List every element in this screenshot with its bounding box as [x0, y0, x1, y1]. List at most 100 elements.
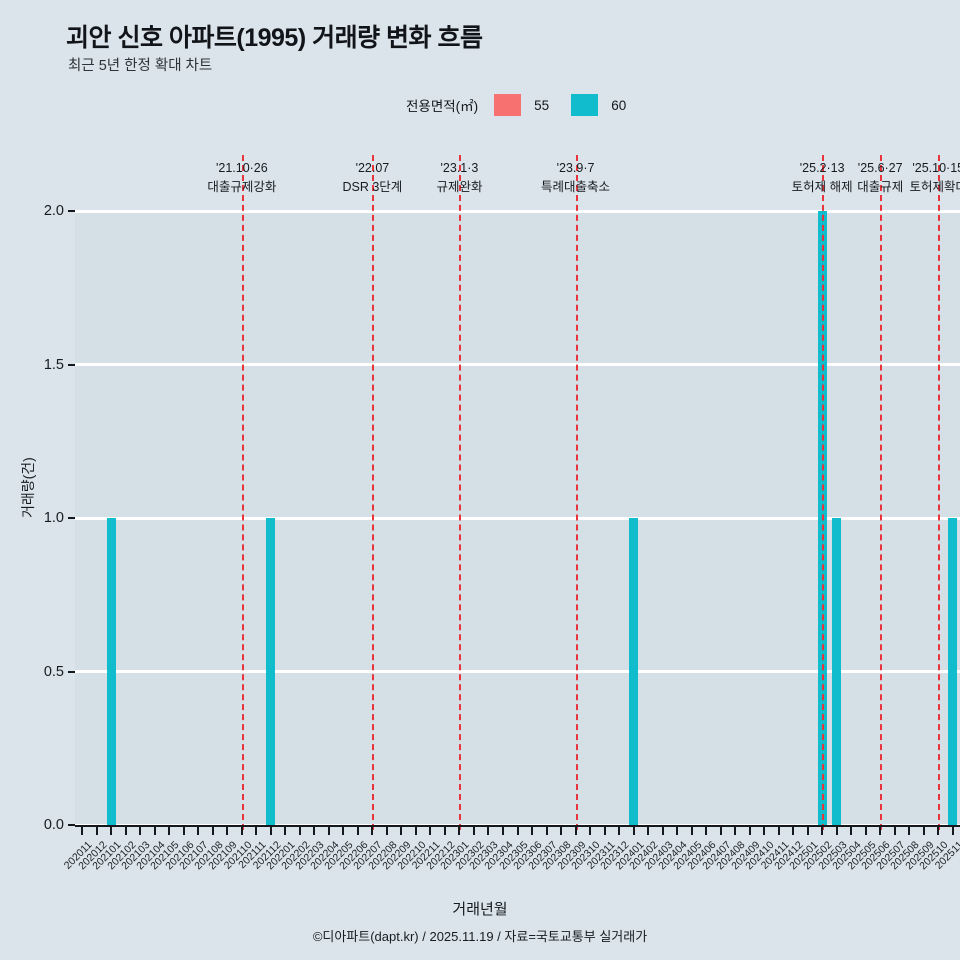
bar[interactable]: [106, 518, 116, 825]
x-tick-mark: [81, 827, 84, 835]
x-tick-mark: [632, 827, 635, 835]
x-tick-mark: [95, 827, 98, 835]
x-tick-mark: [531, 827, 533, 835]
footer-credit: ©디아파트(dapt.kr) / 2025.11.19 / 자료=국토교통부 실…: [312, 929, 648, 944]
y-tick-mark: [68, 363, 75, 366]
event-marker-label: '23.1·3 규제완화: [436, 159, 482, 198]
x-tick-mark: [560, 827, 563, 835]
event-marker-line: [459, 155, 462, 830]
x-tick-mark: [400, 827, 403, 835]
x-tick-mark: [792, 827, 795, 835]
event-date: '21.10·26: [215, 161, 268, 175]
x-tick-mark: [850, 827, 853, 835]
x-tick-mark: [429, 827, 432, 835]
x-tick-mark: [168, 827, 171, 835]
event-name: DSR 3단계: [342, 180, 403, 195]
event-marker-line: [372, 155, 375, 830]
x-tick-mark: [124, 827, 127, 835]
y-tick-mark: [68, 670, 75, 673]
event-marker-label: '25.6·27 대출규제: [857, 159, 903, 198]
event-name: 대출규제강화: [207, 180, 277, 195]
event-date: '25.6·27: [857, 161, 903, 175]
event-marker-line: [575, 155, 578, 830]
x-tick-mark: [922, 827, 925, 835]
gridline: [75, 516, 960, 520]
x-tick-mark: [937, 827, 940, 835]
event-marker-label: '21.10·26 대출규제강화: [207, 159, 276, 198]
event-date: '22.07: [355, 161, 390, 175]
x-tick-mark: [356, 827, 359, 835]
x-tick-mark: [618, 827, 621, 835]
x-tick-mark: [719, 827, 722, 835]
x-tick-mark: [414, 827, 417, 835]
x-tick-mark: [182, 827, 185, 835]
x-tick-mark: [197, 827, 200, 835]
event-marker-line: [241, 155, 244, 830]
bar[interactable]: [266, 518, 276, 825]
x-tick-mark: [821, 827, 824, 835]
y-tick-label: 1.5: [43, 356, 64, 373]
y-tick-label: 0.0: [43, 817, 64, 833]
x-tick-mark: [385, 827, 388, 835]
x-tick-mark: [835, 827, 838, 835]
bar[interactable]: [629, 518, 639, 825]
event-marker-line: [938, 155, 941, 830]
x-tick-mark: [284, 827, 287, 835]
x-tick-mark: [864, 827, 867, 835]
gridline: [75, 670, 960, 673]
page-title: 괴안 신호 아파트(1995) 거래량 변화 흐름: [66, 24, 483, 52]
x-tick-mark: [879, 827, 882, 835]
event-date: '23.1·3: [440, 161, 479, 175]
x-tick-mark: [647, 827, 650, 835]
y-tick-mark: [68, 824, 75, 826]
x-tick-mark: [269, 827, 272, 835]
event-date: '25.10·15: [912, 161, 960, 175]
x-tick-mark: [545, 827, 548, 835]
x-tick-mark: [516, 827, 519, 835]
page-subtitle: 최근 5년 한정 확대 차트: [68, 58, 213, 74]
x-tick-mark: [951, 827, 954, 835]
x-tick-mark: [472, 827, 475, 835]
gridline: [75, 209, 960, 213]
event-name: 대출규제: [857, 180, 904, 195]
x-tick-mark: [487, 827, 490, 835]
x-tick-mark: [240, 827, 243, 835]
x-tick-mark: [589, 827, 592, 835]
event-marker-label: '23.9·7 특례대출축소: [541, 159, 610, 198]
event-date: '25.2·13: [799, 161, 845, 175]
x-tick-mark: [603, 827, 606, 835]
y-tick-mark: [68, 517, 75, 519]
x-tick-mark: [734, 827, 737, 835]
event-name: 특례대출축소: [541, 180, 611, 195]
x-tick-mark: [327, 827, 330, 835]
legend-swatch-60: [571, 94, 599, 116]
x-tick-mark: [501, 827, 504, 835]
event-marker-label: '22.07 DSR 3단계: [342, 159, 402, 198]
x-tick-mark: [226, 827, 229, 835]
legend-label-55: 55: [534, 97, 550, 113]
bar[interactable]: [948, 518, 958, 825]
event-marker-label: '25.2·13 토허제 해제: [792, 159, 853, 198]
y-tick-label: 2.0: [43, 203, 64, 219]
x-tick-mark: [458, 827, 461, 835]
event-marker-line: [880, 155, 883, 830]
x-tick-mark: [676, 827, 679, 835]
x-tick-mark: [342, 827, 345, 835]
x-tick-mark: [110, 827, 113, 835]
plot-area: [75, 155, 960, 830]
bar[interactable]: [832, 518, 842, 825]
x-tick-mark: [748, 827, 751, 835]
x-tick-mark: [574, 827, 577, 835]
y-tick-label: 1.0: [43, 510, 64, 526]
x-tick-mark: [690, 827, 693, 835]
legend-title: 전용면적(㎡): [406, 99, 479, 114]
event-marker-line: [822, 155, 825, 830]
event-name: 규제완화: [436, 180, 483, 195]
event-marker-label: '25.10·15 토허제확대: [909, 159, 960, 198]
x-axis-title: 거래년월: [452, 901, 508, 918]
x-tick-mark: [763, 827, 766, 835]
gridline: [75, 363, 960, 366]
y-tick-label: 0.5: [43, 663, 64, 680]
x-tick-mark: [661, 827, 664, 835]
